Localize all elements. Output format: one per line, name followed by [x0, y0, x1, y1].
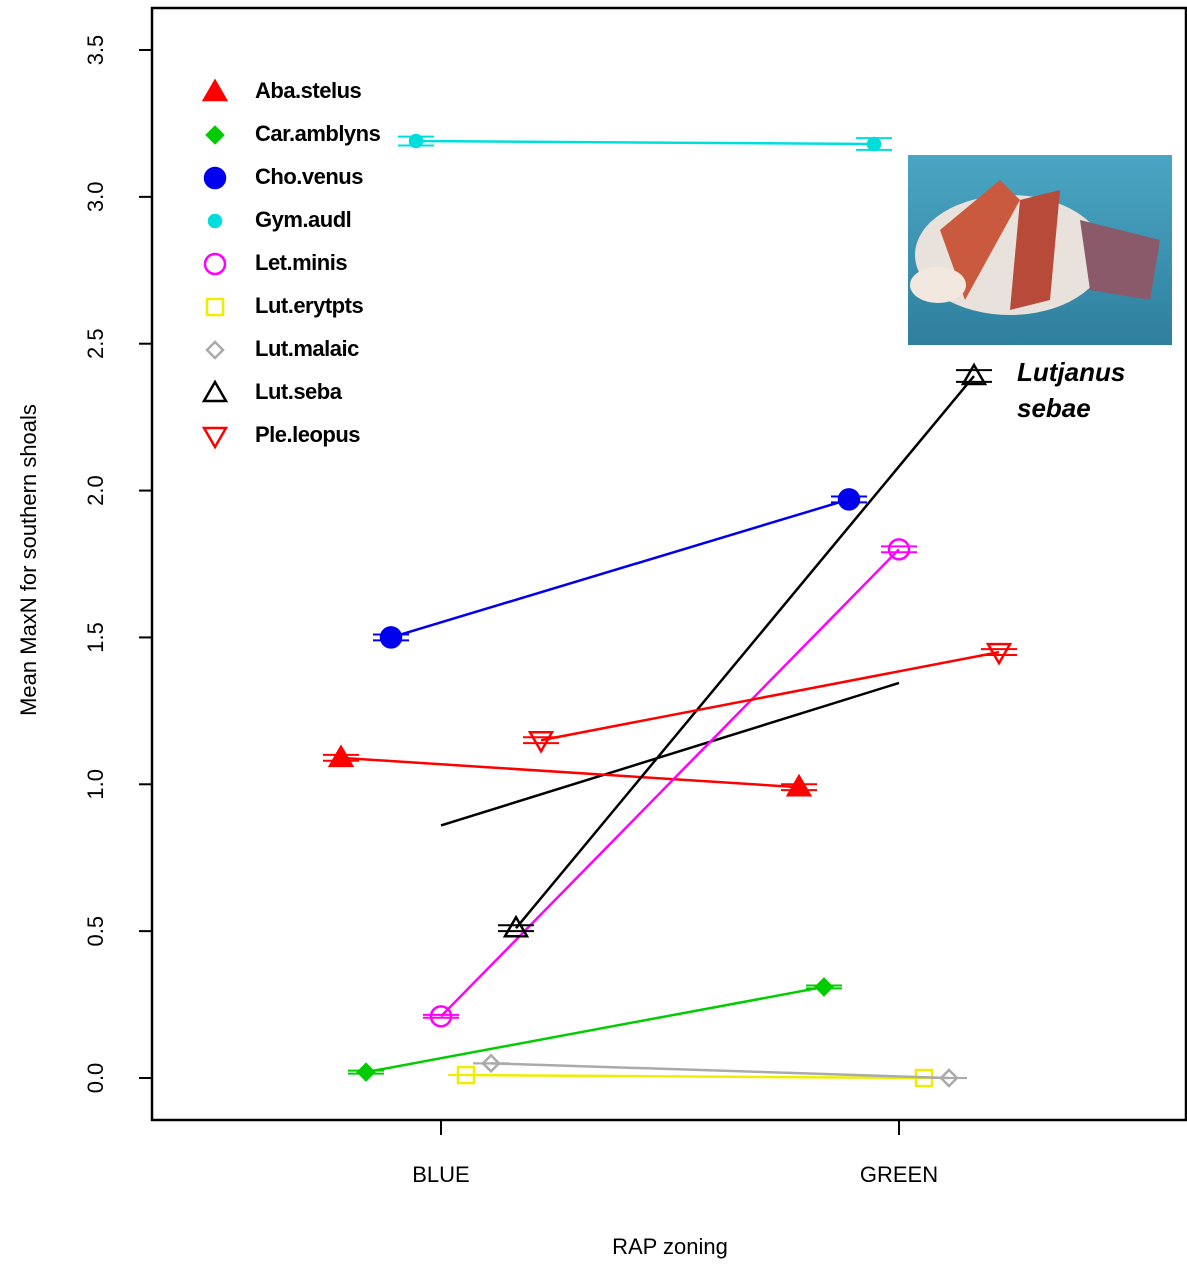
legend-label: Lut.erytpts	[255, 293, 363, 318]
fish-photo	[908, 155, 1172, 345]
legend-label: Ple.leopus	[255, 422, 360, 447]
x-tick-label: GREEN	[860, 1162, 938, 1187]
series-line	[365, 985, 825, 1074]
series-line	[540, 650, 1000, 742]
legend-label: Let.minis	[255, 250, 347, 275]
y-tick-label: 1.0	[83, 769, 108, 800]
y-tick-label: 0.0	[83, 1063, 108, 1094]
point	[429, 1005, 453, 1028]
annotation: sebae	[1017, 393, 1091, 423]
point	[379, 626, 403, 649]
series-line	[415, 139, 875, 146]
series-line	[440, 548, 900, 1018]
series-line	[390, 498, 850, 639]
series-line	[490, 1062, 950, 1080]
y-tick-label: 2.0	[83, 475, 108, 506]
point	[527, 730, 555, 754]
y-tick-label: 2.5	[83, 328, 108, 359]
y-tick-label: 3.0	[83, 182, 108, 213]
point	[837, 488, 861, 511]
y-axis-title: Mean MaxN for southern shoals	[16, 404, 41, 716]
y-tick-label: 1.5	[83, 622, 108, 653]
legend-label: Lut.seba	[255, 379, 343, 404]
annotation: Lutjanus	[1017, 357, 1125, 387]
plot-frame	[150, 6, 1187, 1122]
legend-marker	[201, 426, 229, 450]
legend-label: Lut.malaic	[255, 336, 359, 361]
legend-marker	[201, 379, 229, 403]
legend-marker	[207, 213, 223, 229]
point	[814, 977, 834, 997]
legend-label: Car.amblyns	[255, 121, 381, 146]
point	[481, 1053, 501, 1074]
series-line	[515, 375, 975, 930]
legend-marker	[205, 340, 225, 360]
x-tick-label: BLUE	[412, 1162, 469, 1187]
point	[939, 1068, 959, 1088]
point	[866, 136, 882, 152]
legend-marker	[201, 78, 229, 102]
series-line	[465, 1073, 925, 1080]
point	[985, 642, 1013, 666]
point	[456, 1065, 476, 1085]
point	[356, 1062, 376, 1082]
legend-marker	[203, 166, 227, 190]
point	[785, 773, 813, 797]
legend-marker	[203, 252, 227, 276]
trend-line	[440, 681, 900, 827]
legend-label: Gym.audl	[255, 207, 351, 232]
legend-marker	[205, 125, 225, 145]
point	[327, 744, 355, 768]
legend-label: Cho.venus	[255, 164, 363, 189]
point	[960, 362, 988, 386]
point	[502, 914, 530, 938]
legend-marker	[205, 297, 225, 317]
x-axis-title: RAP zoning	[612, 1234, 728, 1259]
y-tick-label: 0.5	[83, 916, 108, 947]
legend-label: Aba.stelus	[255, 78, 362, 103]
y-tick-label: 3.5	[83, 35, 108, 66]
point	[408, 133, 424, 149]
point	[887, 538, 911, 561]
series-line	[340, 756, 800, 789]
